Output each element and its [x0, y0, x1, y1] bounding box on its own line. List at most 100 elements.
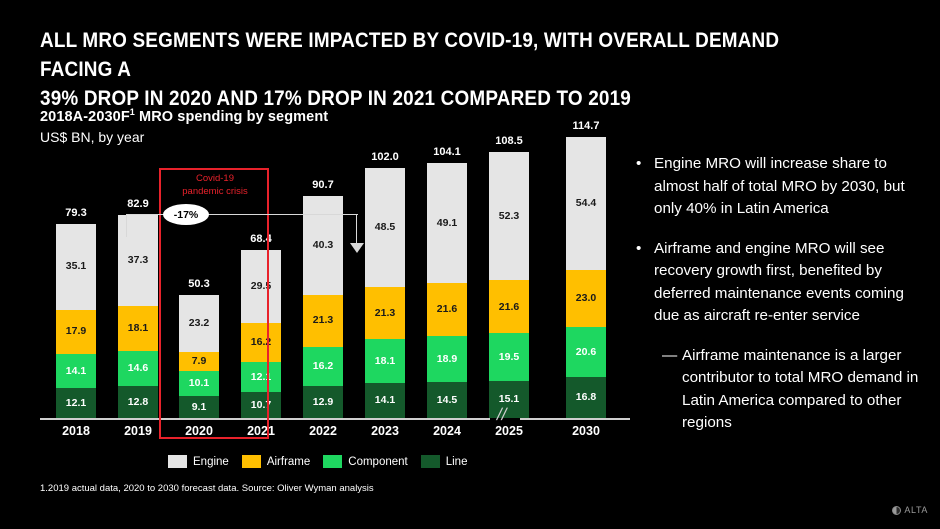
stacked-bar[interactable]: 35.1 17.9 14.1 12.1	[56, 223, 96, 418]
x-axis-line-left	[40, 418, 490, 420]
stacked-bar[interactable]: 29.5 16.2 12.1 10.7	[241, 250, 281, 419]
bullet-marker-icon: —	[662, 346, 678, 364]
bullet-marker-icon: •	[636, 239, 642, 257]
alta-logo: ALTA	[892, 505, 928, 515]
bar-group: 35.1 17.9 14.1 12.1 79.3 2018	[56, 0, 96, 438]
chart-subtitle-rest: MRO spending by segment	[134, 108, 329, 125]
bar-segment-airframe[interactable]: 21.6	[489, 280, 529, 334]
chart-subtitle-footnote-marker: 1	[129, 107, 135, 117]
chart-units-label: US$ BN, by year	[40, 129, 145, 145]
bar-segment-component[interactable]: 20.6	[566, 326, 606, 378]
bar-segment-engine[interactable]: 23.2	[179, 294, 219, 352]
insights-list: • Engine MRO will increase share to almos…	[634, 153, 930, 452]
bar-segment-airframe[interactable]: 21.3	[365, 286, 405, 340]
bar-segment-airframe[interactable]: 7.9	[179, 351, 219, 371]
bar-segment-component[interactable]: 12.1	[241, 362, 281, 393]
bar-segment-line[interactable]: 16.8	[566, 377, 606, 419]
covid-highlight-box	[159, 168, 269, 439]
bar-segment-line[interactable]: 14.5	[427, 382, 467, 418]
bar-segment-component[interactable]: 19.5	[489, 333, 529, 381]
bar-segment-component[interactable]: 18.1	[365, 339, 405, 384]
bar-segment-airframe[interactable]: 16.2	[241, 322, 281, 363]
bar-group: 29.5 16.2 12.1 10.7 68.4 2021	[241, 0, 281, 438]
legend-label: Engine	[193, 455, 229, 468]
bar-segment-line[interactable]: 14.1	[365, 383, 405, 418]
bar-segment-airframe[interactable]: 23.0	[566, 270, 606, 327]
bar-group: 40.3 21.3 16.2 12.9 90.7 2022	[303, 0, 343, 438]
x-axis-tick-label: 2018	[62, 424, 90, 438]
x-axis-tick-label: 2020	[185, 424, 213, 438]
legend-label: Airframe	[266, 455, 311, 468]
stacked-bar[interactable]: 37.3 18.1 14.6 12.8	[118, 214, 158, 418]
stacked-bar[interactable]: 49.1 21.6 18.9 14.5	[427, 162, 467, 418]
bar-segment-component[interactable]: 10.1	[179, 370, 219, 396]
pct-change-badge: -17%	[163, 204, 209, 225]
bar-segment-line[interactable]: 10.7	[241, 392, 281, 419]
footnote: 1.2019 actual data, 2020 to 2030 forecas…	[40, 483, 374, 494]
bar-segment-airframe[interactable]: 17.9	[56, 309, 96, 354]
stacked-bar[interactable]: 40.3 21.3 16.2 12.9	[303, 195, 343, 418]
bar-total-label: 90.7	[312, 178, 334, 191]
x-axis-tick-label: 2030	[572, 424, 600, 438]
pct-connector-left-stem	[126, 215, 128, 237]
bar-segment-engine[interactable]: 52.3	[489, 152, 529, 281]
bar-segment-component[interactable]: 18.9	[427, 336, 467, 383]
bar-segment-engine[interactable]: 54.4	[566, 137, 606, 271]
legend-item-component[interactable]: Component	[323, 455, 408, 468]
bar-segment-engine[interactable]: 35.1	[56, 223, 96, 310]
legend-label: Component	[348, 455, 408, 468]
insight-bullet: — Airframe maintenance is a larger contri…	[648, 345, 930, 435]
bar-total-label: 104.1	[433, 145, 461, 158]
bar-total-label: 108.5	[495, 135, 523, 148]
bar-segment-engine[interactable]: 49.1	[427, 162, 467, 284]
bar-segment-airframe[interactable]: 21.6	[427, 283, 467, 337]
legend-item-line[interactable]: Line	[420, 455, 468, 468]
bar-group: 54.4 23.0 20.6 16.8 114.7 2030	[566, 0, 606, 438]
pct-connector-right-stem	[356, 214, 358, 245]
legend-label: Line	[445, 455, 468, 468]
stacked-bar[interactable]: 48.5 21.3 18.1 14.1	[365, 168, 405, 418]
legend-item-airframe[interactable]: Airframe	[241, 455, 311, 468]
alta-logo-mark-icon	[892, 505, 902, 515]
bar-segment-line[interactable]: 12.9	[303, 386, 343, 418]
x-axis-line-right	[520, 418, 630, 420]
bar-total-label: 68.4	[250, 233, 272, 246]
insight-bullet: • Engine MRO will increase share to almos…	[634, 153, 930, 221]
bar-segment-line[interactable]: 12.8	[118, 386, 158, 418]
bar-segment-engine[interactable]: 37.3	[118, 214, 158, 307]
bar-total-label: 102.0	[371, 151, 399, 164]
bar-segment-engine[interactable]: 48.5	[365, 168, 405, 287]
alta-logo-wordmark: ALTA	[904, 505, 928, 515]
bullet-text: Airframe and engine MRO will see recover…	[654, 239, 904, 325]
stacked-bar[interactable]: 52.3 21.6 19.5 15.1	[489, 152, 529, 418]
bar-total-label: 114.7	[572, 120, 600, 132]
chart-legend: Engine Airframe Component Line	[168, 455, 467, 468]
bar-segment-line[interactable]: 12.1	[56, 388, 96, 418]
insight-bullet: • Airframe and engine MRO will see recove…	[634, 238, 930, 328]
bar-group: 52.3 21.6 19.5 15.1 108.5 2025	[489, 0, 529, 438]
legend-swatch-line	[420, 455, 440, 468]
bar-segment-airframe[interactable]: 18.1	[118, 306, 158, 351]
chart-subtitle: 2018A-2030F1 MRO spending by segment	[40, 107, 328, 125]
bullet-text: Engine MRO will increase share to almost…	[654, 155, 905, 217]
bar-segment-component[interactable]: 16.2	[303, 346, 343, 387]
x-axis-tick-label: 2023	[371, 424, 399, 438]
legend-item-engine[interactable]: Engine	[168, 455, 229, 468]
bullet-marker-icon: •	[636, 155, 642, 172]
bar-segment-engine[interactable]: 29.5	[241, 250, 281, 323]
stacked-bar[interactable]: 23.2 7.9 10.1 9.1	[179, 294, 219, 418]
bar-segment-line[interactable]: 15.1	[489, 380, 529, 418]
bar-group: 23.2 7.9 10.1 9.1 50.3 2020	[179, 0, 219, 438]
bar-segment-line[interactable]: 9.1	[179, 395, 219, 418]
stacked-bar[interactable]: 54.4 23.0 20.6 16.8	[566, 137, 606, 419]
bar-group: 37.3 18.1 14.6 12.8 82.9 2019	[118, 0, 158, 438]
x-axis-tick-label: 2022	[309, 424, 337, 438]
bar-segment-component[interactable]: 14.6	[118, 350, 158, 387]
legend-swatch-airframe	[241, 455, 261, 468]
covid-annotation-label: Covid-19 pandemic crisis	[182, 173, 248, 197]
bar-segment-airframe[interactable]: 21.3	[303, 294, 343, 347]
bar-segment-component[interactable]: 14.1	[56, 353, 96, 389]
bar-segment-engine[interactable]: 40.3	[303, 195, 343, 295]
stacked-bar-chart: 35.1 17.9 14.1 12.1 79.3 2018 37.3 18.1 14.6 12.8…	[40, 0, 630, 438]
